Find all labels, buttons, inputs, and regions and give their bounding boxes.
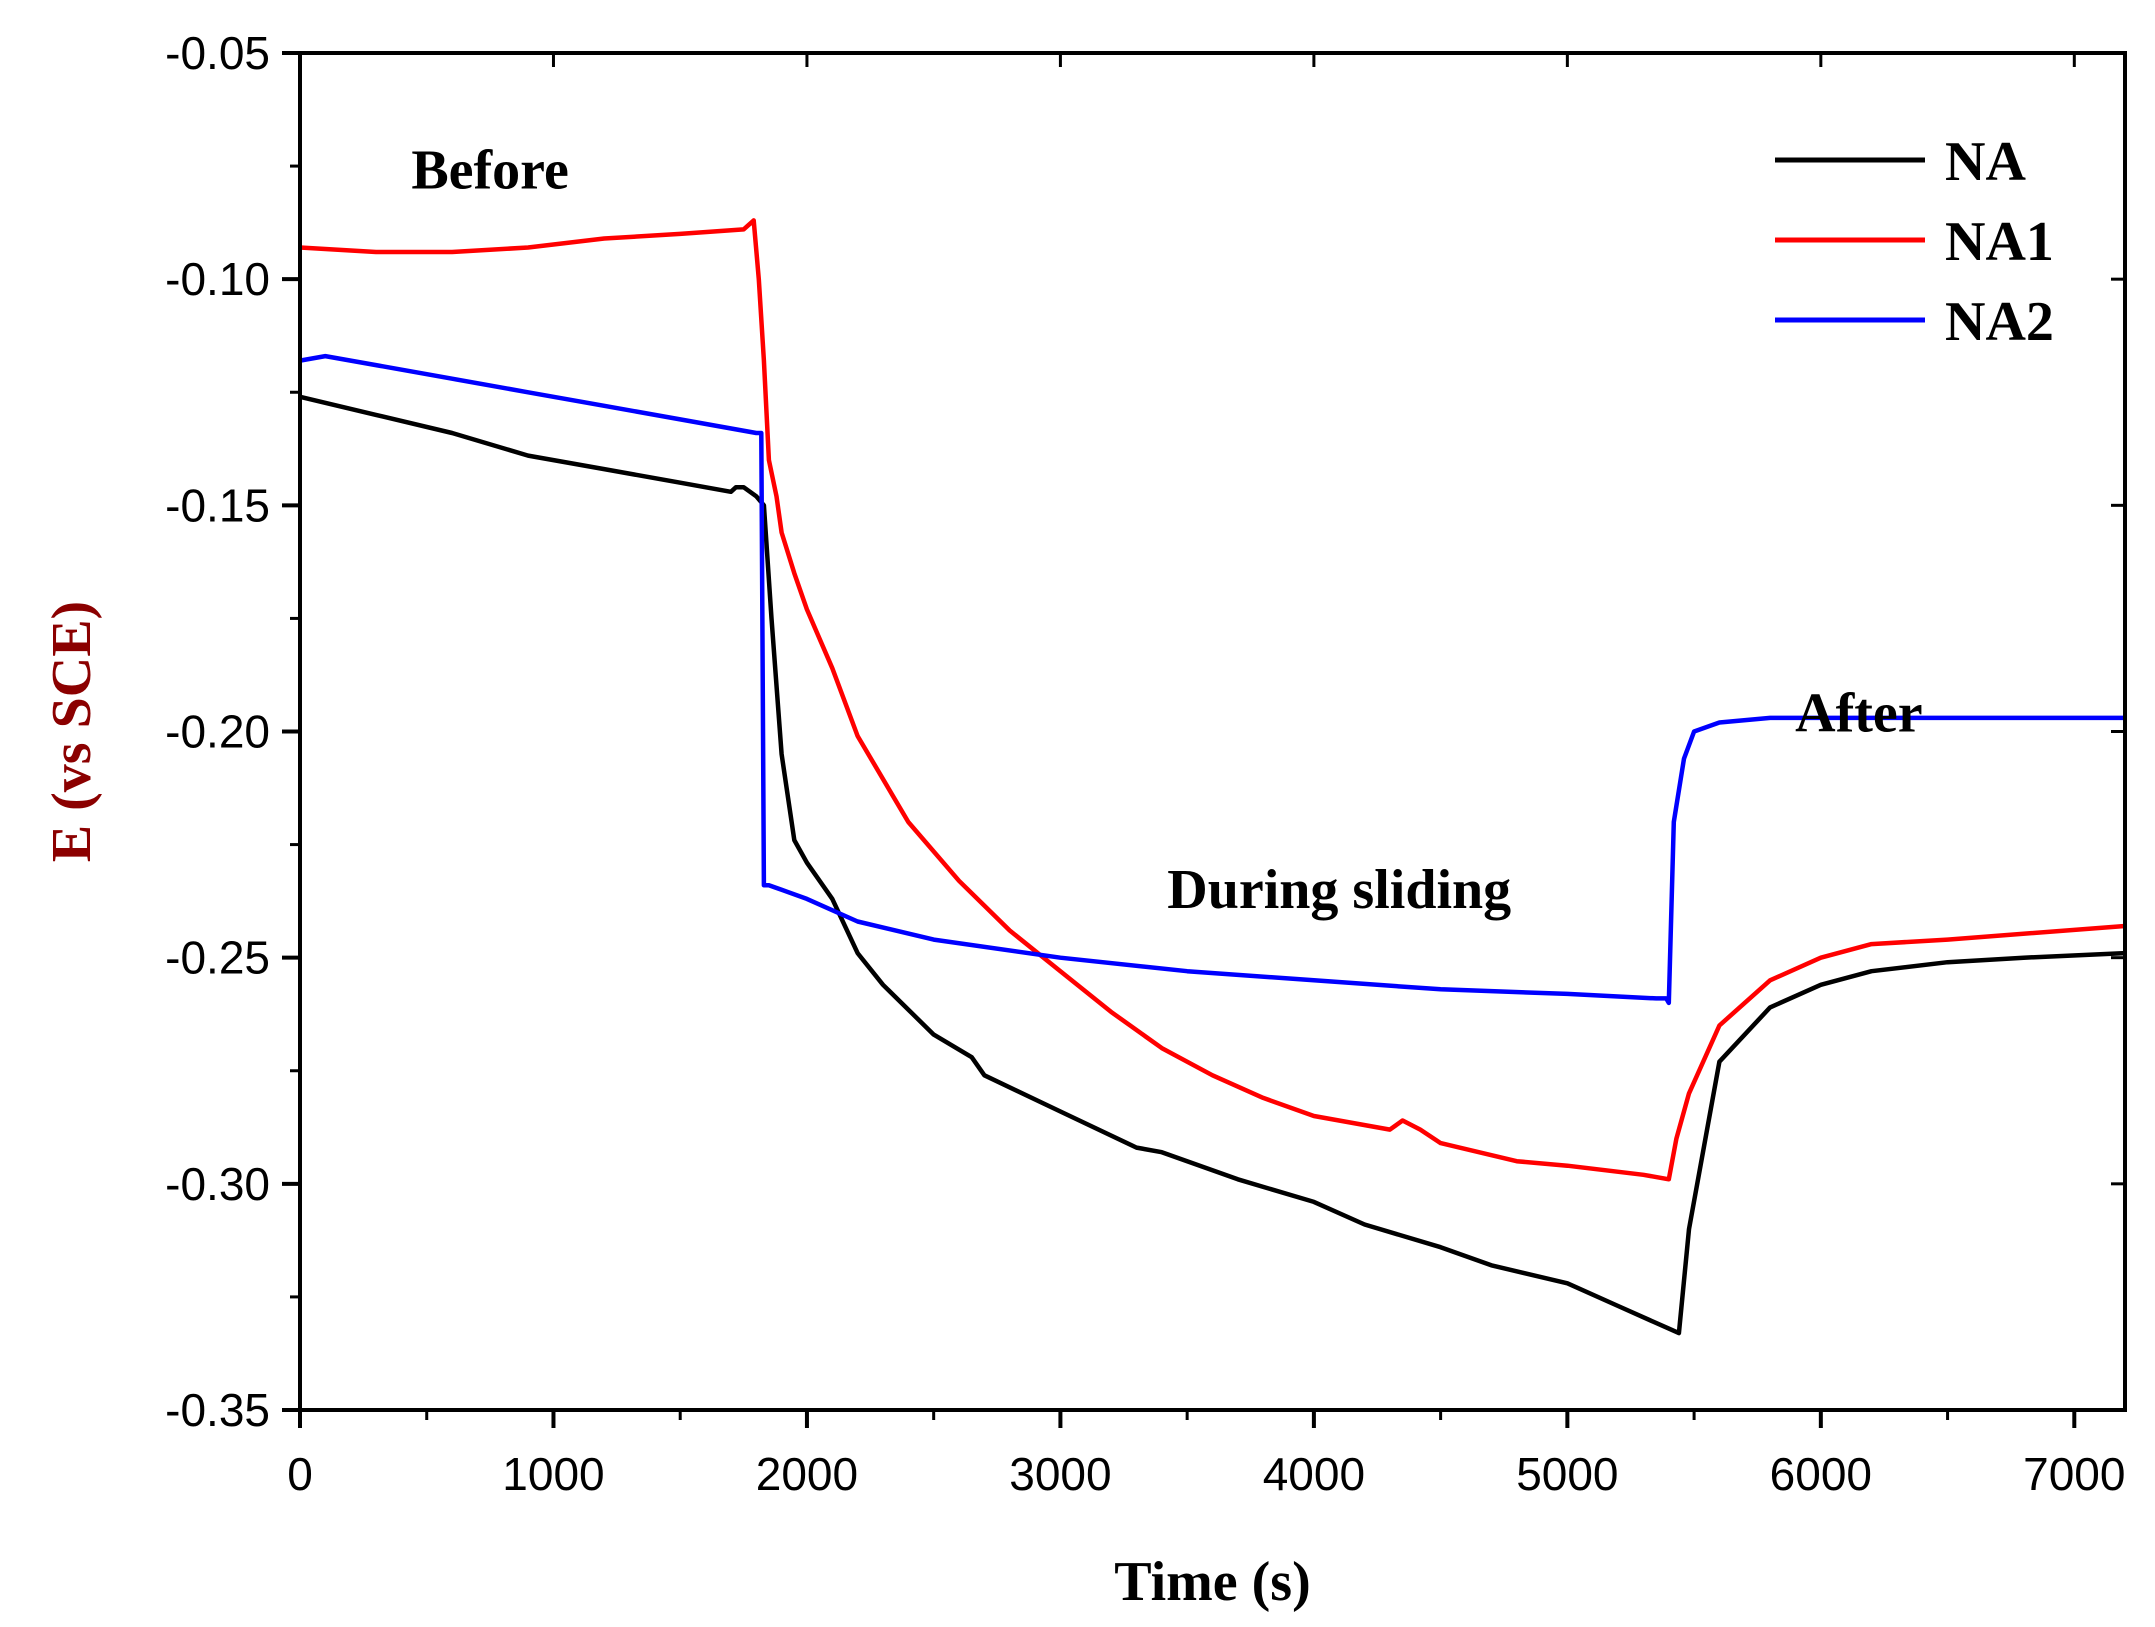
y-tick-label: -0.15 <box>165 479 270 531</box>
y-tick-label: -0.25 <box>165 932 270 984</box>
x-tick-label: 4000 <box>1263 1448 1365 1500</box>
annotation-label: Before <box>411 140 569 202</box>
x-tick-label: 0 <box>287 1448 313 1500</box>
y-tick-label: -0.35 <box>165 1384 270 1436</box>
y-tick-label: -0.10 <box>165 253 270 305</box>
x-tick-label: 1000 <box>502 1448 604 1500</box>
x-tick-label: 3000 <box>1009 1448 1111 1500</box>
x-axis-title: Time (s) <box>1114 1551 1311 1613</box>
x-tick-label: 6000 <box>1770 1448 1872 1500</box>
legend: NA NA1 NA2 <box>1775 131 2054 353</box>
legend-label: NA <box>1945 131 2026 193</box>
series-line-na <box>299 394 2126 1336</box>
y-tick-label: -0.20 <box>165 706 270 758</box>
series-layer <box>299 218 2126 1336</box>
x-tick-label: 7000 <box>2023 1448 2125 1500</box>
series-line-na2 <box>299 353 2125 1006</box>
legend-label: NA1 <box>1945 211 2054 273</box>
annotation-label: During sliding <box>1167 859 1511 921</box>
y-tick-label: -0.30 <box>165 1158 270 1210</box>
legend-label: NA2 <box>1945 291 2054 353</box>
series-line-na1 <box>299 218 2126 1182</box>
y-axis-title: E (vs SCE) <box>41 601 103 862</box>
ticks-layer: 0 1000 2000 3000 4000 5000 6000 7000 -0.05 -0.10 -… <box>165 27 2125 1500</box>
x-tick-label: 2000 <box>756 1448 858 1500</box>
annotations-layer: Before During sliding After <box>411 140 1922 921</box>
x-tick-label: 5000 <box>1516 1448 1618 1500</box>
annotation-label: After <box>1795 683 1922 745</box>
y-tick-label: -0.05 <box>165 27 270 79</box>
